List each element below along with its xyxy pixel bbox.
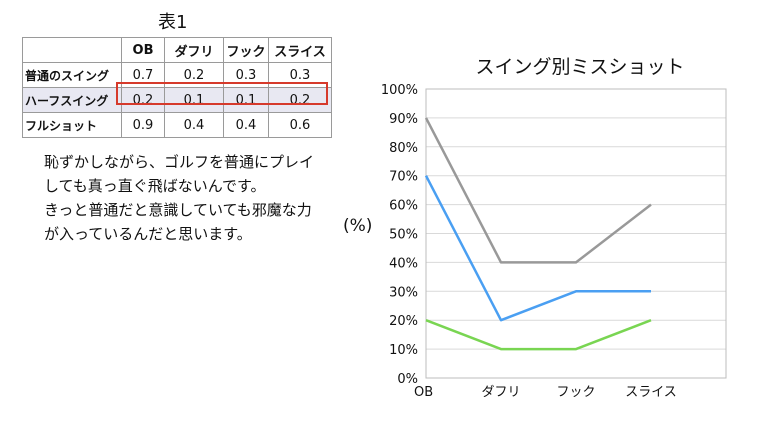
table-row-highlighted: ハーフスイング 0.2 0.1 0.1 0.2 xyxy=(22,87,332,113)
miss-shot-table: OB ダフリ フック スライス 普通のスイング 0.7 0.2 0.3 0.3 … xyxy=(22,37,332,138)
chart-title: スイング別ミスショット xyxy=(475,56,685,78)
table-row-label: ハーフスイング xyxy=(22,87,122,113)
table-row-label: フルショット xyxy=(22,112,122,138)
y-tick-label: 10% xyxy=(389,343,418,358)
x-tick-label: OB xyxy=(414,385,433,400)
y-tick-label: 90% xyxy=(389,112,418,127)
table-cell: 0.9 xyxy=(121,112,165,138)
chart-grid xyxy=(425,88,727,379)
series-line xyxy=(424,117,652,264)
y-tick-label: 60% xyxy=(389,199,418,214)
y-tick-label: 100% xyxy=(381,83,418,98)
table-row: フルショット 0.9 0.4 0.4 0.6 xyxy=(22,112,332,138)
y-axis-unit-label: (%) xyxy=(343,216,373,236)
y-axis-ticks: 0% 10% 20% 30% 40% 50% 60% 70% 80% 90% 100% xyxy=(381,83,418,387)
table-header-cell: フック xyxy=(223,37,269,63)
x-tick-label: スライス xyxy=(625,385,677,400)
y-tick-label: 0% xyxy=(397,372,418,387)
note-paragraph: きっと普通だと意識していても邪魔な力が入っているんだと思います。 xyxy=(44,201,312,243)
table-cell: 0.1 xyxy=(223,87,269,113)
table-cell: 0.4 xyxy=(164,112,224,138)
table-cell: 0.6 xyxy=(268,112,332,138)
table-cell: 0.1 xyxy=(164,87,224,113)
x-axis-ticks: OB ダフリ フック スライス xyxy=(414,385,677,400)
note-paragraph: 恥ずかしながら、ゴルフを普通にプレイしても真っ直ぐ飛ばないんです。 xyxy=(44,153,315,195)
table-title: 表1 xyxy=(158,12,188,33)
x-tick-label: ダフリ xyxy=(481,385,520,400)
table-header-cell: OB xyxy=(121,37,165,63)
series-line xyxy=(424,175,651,322)
y-tick-label: 30% xyxy=(389,285,418,300)
y-tick-label: 80% xyxy=(389,141,418,156)
series-lines xyxy=(424,117,652,351)
table-header-cell: スライス xyxy=(268,37,332,63)
note-text: 恥ずかしながら、ゴルフを普通にプレイしても真っ直ぐ飛ばないんです。 きっと普通だ… xyxy=(44,150,314,246)
series-line xyxy=(425,319,652,351)
y-tick-label: 20% xyxy=(389,314,418,329)
row-highlight-box xyxy=(116,82,328,105)
y-tick-label: 70% xyxy=(389,170,418,185)
x-tick-label: フック xyxy=(556,385,595,400)
table-corner-cell xyxy=(22,37,122,63)
plot-border xyxy=(425,88,727,379)
y-tick-label: 40% xyxy=(389,256,418,271)
y-tick-label: 50% xyxy=(389,228,418,243)
